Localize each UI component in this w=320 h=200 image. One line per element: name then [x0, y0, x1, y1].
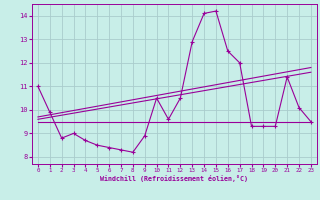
X-axis label: Windchill (Refroidissement éolien,°C): Windchill (Refroidissement éolien,°C): [100, 175, 248, 182]
